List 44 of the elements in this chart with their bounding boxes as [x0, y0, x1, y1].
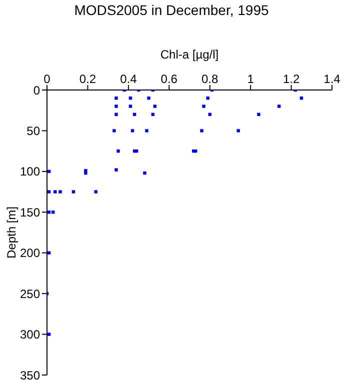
point: [206, 96, 210, 100]
point: [236, 129, 240, 132]
y-tick-label: 50: [26, 124, 40, 138]
y-tick-label: 0: [33, 83, 40, 98]
point: [128, 104, 132, 108]
point: [147, 96, 150, 100]
point: [47, 190, 51, 194]
point: [130, 129, 134, 132]
y-tick-label: 350: [20, 368, 40, 382]
x-tick-label: 0.6: [160, 72, 178, 86]
point: [153, 104, 156, 108]
x-tick-label: 1: [247, 72, 254, 86]
chart-title: MODS2005 in December, 1995: [73, 2, 270, 18]
point: [114, 104, 118, 108]
point: [114, 96, 118, 100]
y-tick-label: 200: [20, 246, 40, 260]
x-tick-label: 0.4: [120, 72, 138, 86]
x-tick-label: 0.8: [202, 72, 219, 86]
point: [200, 129, 204, 132]
point: [58, 190, 62, 194]
point: [94, 190, 98, 194]
point: [84, 171, 88, 175]
point: [145, 129, 148, 132]
point: [47, 332, 51, 336]
x-tick-label: 0.2: [79, 72, 96, 86]
point: [114, 112, 118, 116]
point: [202, 104, 206, 108]
y-tick-label: 300: [20, 328, 40, 342]
point: [116, 149, 120, 153]
y-tick-label: 250: [20, 286, 40, 301]
y-tick-label: 100: [20, 164, 40, 179]
y-tick-label: 150: [20, 205, 40, 220]
point: [72, 190, 76, 194]
x-tick-label: 1.4: [324, 72, 341, 86]
point: [143, 171, 146, 175]
point: [257, 112, 260, 116]
point: [277, 104, 281, 108]
point: [54, 190, 57, 194]
x-axis-title: Chl-a [µg/l]: [160, 48, 219, 62]
y-axis-title: Depth [m]: [4, 206, 18, 259]
x-tick-label: 0: [44, 72, 51, 86]
x-tick-label: 1.2: [282, 72, 300, 86]
point: [114, 168, 118, 172]
point: [112, 129, 116, 132]
